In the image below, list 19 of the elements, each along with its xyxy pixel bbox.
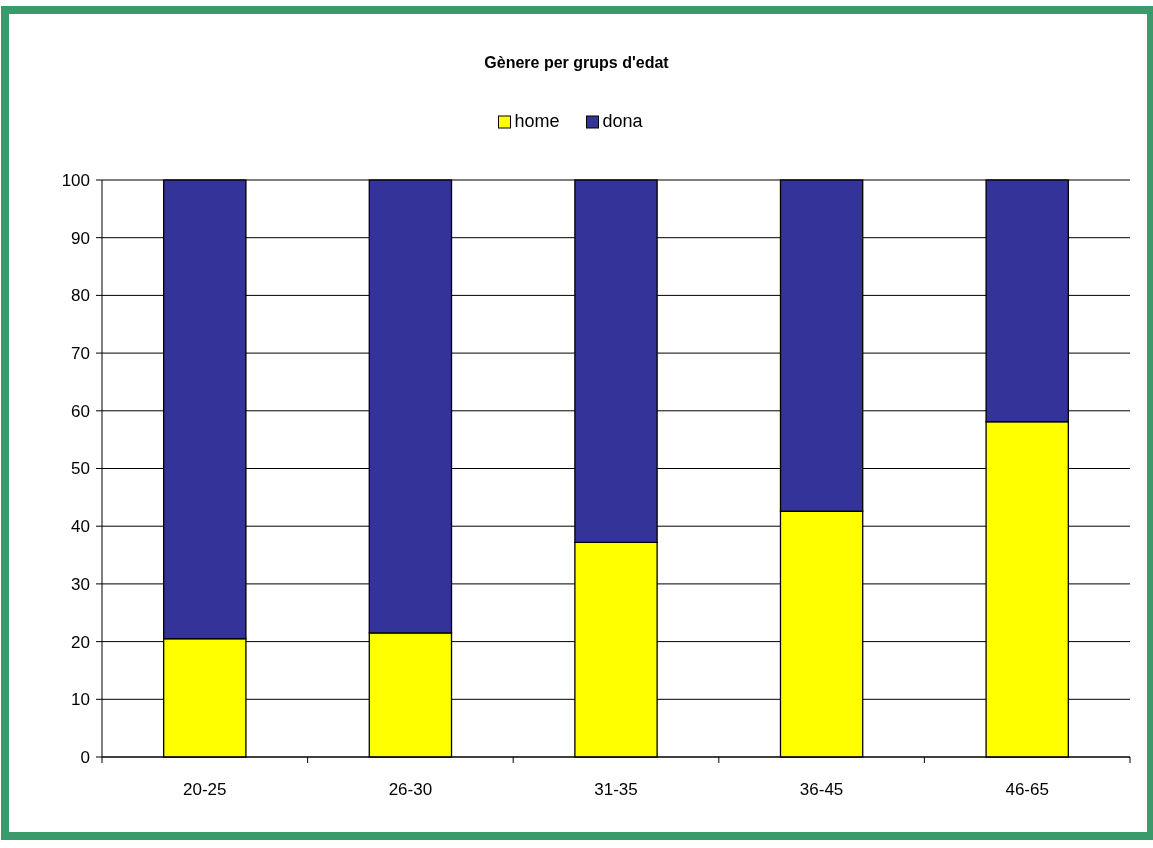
legend-label: home <box>514 111 560 131</box>
y-tick-label: 20 <box>71 632 90 652</box>
y-tick-label: 80 <box>71 286 90 306</box>
chart-title: Gènere per grups d'edat <box>484 54 670 71</box>
y-tick-label: 40 <box>71 517 90 537</box>
x-tick-label: 26-30 <box>388 780 433 799</box>
y-tick-label: 100 <box>61 170 90 190</box>
x-tick-label: 31-35 <box>594 780 638 799</box>
y-tick-label: 60 <box>71 401 90 421</box>
y-tick-label: 90 <box>71 228 90 248</box>
y-tick-label: 50 <box>71 459 90 479</box>
x-tick-label: 20-25 <box>183 780 227 799</box>
y-tick-label: 30 <box>71 574 90 594</box>
y-tick-label: 70 <box>71 344 90 364</box>
x-tick-label: 36-45 <box>799 780 844 799</box>
y-tick-label: 10 <box>71 690 90 710</box>
x-tick-label: 46-65 <box>1005 780 1049 799</box>
y-tick-label: 0 <box>80 747 90 767</box>
legend-label: dona <box>602 111 644 131</box>
